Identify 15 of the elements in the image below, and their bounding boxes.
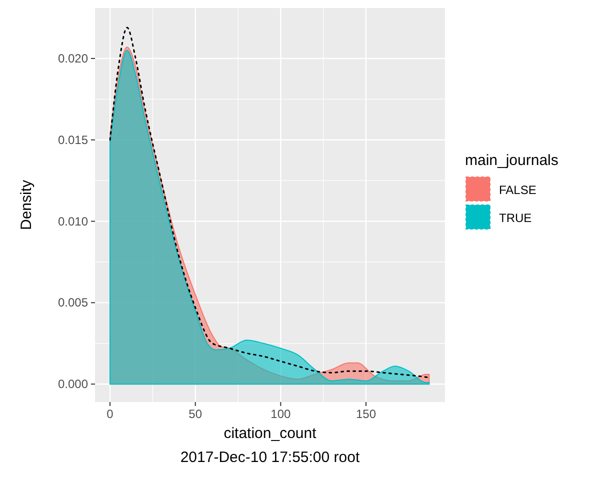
text: 2017-Dec-10 17:55:00 root bbox=[180, 449, 360, 466]
y-tick-label: 0.005 bbox=[58, 296, 88, 310]
y-tick-label: 0.015 bbox=[58, 132, 88, 147]
x-tick-label: 150 bbox=[356, 407, 376, 421]
x-tick-label: 50 bbox=[188, 407, 202, 421]
y-tick-label: 0.010 bbox=[58, 214, 88, 228]
legend-title: main_journals bbox=[465, 152, 558, 169]
y-tick-label: 0.020 bbox=[58, 51, 88, 66]
legend-label: FALSE bbox=[499, 183, 536, 197]
x-tick-label: 100 bbox=[270, 407, 291, 421]
y-axis-title: Density bbox=[18, 180, 35, 230]
legend-label: TRUE bbox=[499, 211, 532, 225]
y-tick-label: 0.000 bbox=[58, 377, 88, 392]
x-tick-label: 0 bbox=[106, 407, 114, 421]
x-axis-title: citation_count bbox=[224, 425, 318, 442]
